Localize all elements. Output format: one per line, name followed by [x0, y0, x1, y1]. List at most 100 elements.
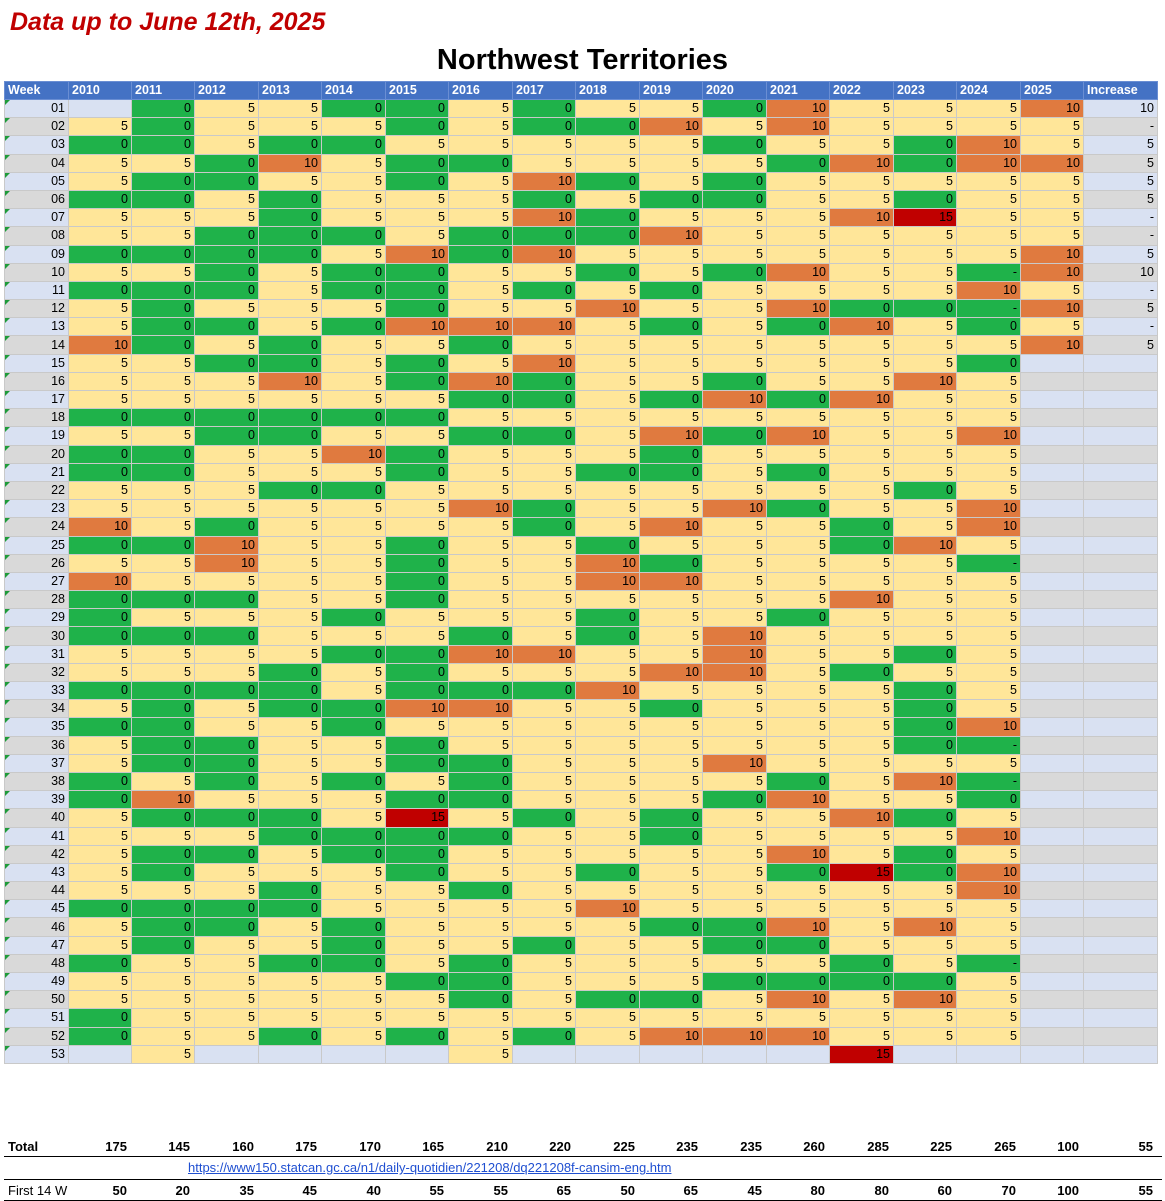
value-cell: 5 [702, 317, 767, 337]
value-cell: 0 [194, 590, 259, 610]
value-cell: 0 [385, 590, 449, 610]
value-cell: 5 [131, 426, 195, 446]
value-cell: 5 [766, 408, 830, 428]
table-row: 49 5 5 5 5 5 0 0 5 5 5 0 0 0 0 5 [4, 971, 1158, 992]
value-cell: 0 [702, 98, 767, 119]
value-cell: 10 [448, 644, 513, 664]
value-cell: 0 [448, 626, 513, 646]
value-cell: 0 [639, 389, 703, 410]
value-cell: 5 [893, 280, 957, 301]
value-cell: 0 [893, 480, 957, 501]
value-cell: 0 [385, 662, 449, 683]
value-cell: 5 [1020, 189, 1084, 210]
value-cell: 5 [258, 499, 322, 519]
table-row: 23 5 5 5 5 5 5 10 0 5 5 10 0 5 5 10 [4, 499, 1158, 519]
value-cell: 10 [956, 280, 1021, 301]
value-cell: 0 [68, 189, 132, 210]
value-cell: 5 [321, 371, 386, 392]
increase-cell: - [1083, 280, 1158, 301]
value-cell: 5 [258, 317, 322, 337]
table-row: 22 5 5 5 0 0 5 5 5 5 5 5 5 5 0 5 [4, 480, 1158, 501]
increase-cell [1083, 480, 1158, 501]
first14-value: 100 [1057, 1183, 1079, 1198]
value-cell: 5 [956, 1026, 1021, 1046]
value-cell: 0 [766, 608, 830, 628]
value-cell: 5 [321, 389, 386, 410]
value-cell: 0 [321, 935, 386, 955]
value-cell: 5 [258, 862, 322, 883]
week-cell: 13 [4, 317, 69, 337]
value-cell: 5 [131, 389, 195, 410]
value-cell: 5 [702, 408, 767, 428]
value-cell: 5 [829, 917, 894, 937]
value-cell: 10 [956, 862, 1021, 883]
value-cell: 5 [258, 735, 322, 755]
value-cell: 5 [575, 444, 640, 464]
value-cell: 5 [575, 1008, 640, 1028]
value-cell: 0 [956, 317, 1021, 337]
value-cell: 5 [258, 717, 322, 737]
value-cell: 5 [321, 353, 386, 373]
value-cell: 5 [131, 262, 195, 282]
increase-cell [1083, 717, 1158, 737]
value-cell: 10 [956, 717, 1021, 737]
table-row: 42 5 0 0 5 0 0 5 5 5 5 5 10 5 0 5 [4, 844, 1158, 864]
value-cell: 5 [448, 553, 513, 573]
value-cell: 5 [194, 480, 259, 501]
value-cell: 5 [639, 717, 703, 737]
total-value: 235 [740, 1139, 762, 1154]
value-cell: 5 [639, 244, 703, 264]
value-cell: 5 [194, 208, 259, 228]
value-cell: 0 [639, 317, 703, 337]
value-cell: 5 [68, 389, 132, 410]
value-cell: 0 [893, 699, 957, 719]
value-cell: 10 [956, 517, 1021, 537]
week-cell: 41 [4, 826, 69, 846]
increase-cell [1083, 990, 1158, 1010]
value-cell: 10 [766, 1026, 830, 1046]
table-row: 11 0 0 0 5 0 0 5 0 5 0 5 5 5 5 10 5- [4, 280, 1158, 301]
value-cell [1020, 608, 1084, 628]
value-cell: 0 [385, 680, 449, 701]
value-cell: 5 [702, 771, 767, 792]
value-cell: 0 [639, 808, 703, 828]
value-cell: 5 [194, 371, 259, 392]
value-cell: 5 [194, 971, 259, 992]
week-cell: 10 [4, 262, 69, 282]
value-cell: 5 [639, 299, 703, 319]
value-cell: 5 [639, 899, 703, 919]
value-cell: 0 [702, 971, 767, 992]
value-cell: 0 [131, 717, 195, 737]
value-cell: 5 [131, 480, 195, 501]
increase-cell: 5 [1083, 244, 1158, 264]
source-link-row: https://www150.statcan.gc.ca/n1/daily-qu… [4, 1157, 1162, 1180]
value-cell [1020, 535, 1084, 555]
value-cell: 0 [131, 317, 195, 337]
value-cell: 5 [575, 753, 640, 773]
value-cell: 5 [893, 462, 957, 482]
value-cell: 5 [68, 699, 132, 719]
value-cell: 10 [512, 644, 576, 664]
source-link[interactable]: https://www150.statcan.gc.ca/n1/daily-qu… [188, 1160, 672, 1175]
table-row: 10 5 5 0 5 0 0 5 5 0 5 0 10 5 5-10 10 [4, 262, 1158, 282]
first14-value: 45 [302, 1183, 317, 1198]
value-cell: 5 [575, 98, 640, 119]
value-cell: 5 [702, 808, 767, 828]
value-cell: 10 [68, 517, 132, 537]
value-cell: 5 [766, 517, 830, 537]
value-cell: 5 [639, 353, 703, 373]
value-cell: 5 [131, 371, 195, 392]
week-cell: 01 [4, 98, 69, 119]
week-cell: 39 [4, 790, 69, 810]
value-cell: 5 [893, 353, 957, 373]
value-cell: 5 [956, 244, 1021, 264]
value-cell [1020, 899, 1084, 919]
increase-cell [1083, 462, 1158, 482]
table-row: 40 5 0 0 0 5 15 5 0 5 0 5 5 10 0 5 [4, 808, 1158, 828]
value-cell: 5 [956, 990, 1021, 1010]
value-cell: 5 [448, 462, 513, 482]
value-cell: 5 [512, 844, 576, 864]
value-cell: 5 [893, 571, 957, 592]
value-cell: 0 [258, 699, 322, 719]
value-cell: 0 [68, 717, 132, 737]
